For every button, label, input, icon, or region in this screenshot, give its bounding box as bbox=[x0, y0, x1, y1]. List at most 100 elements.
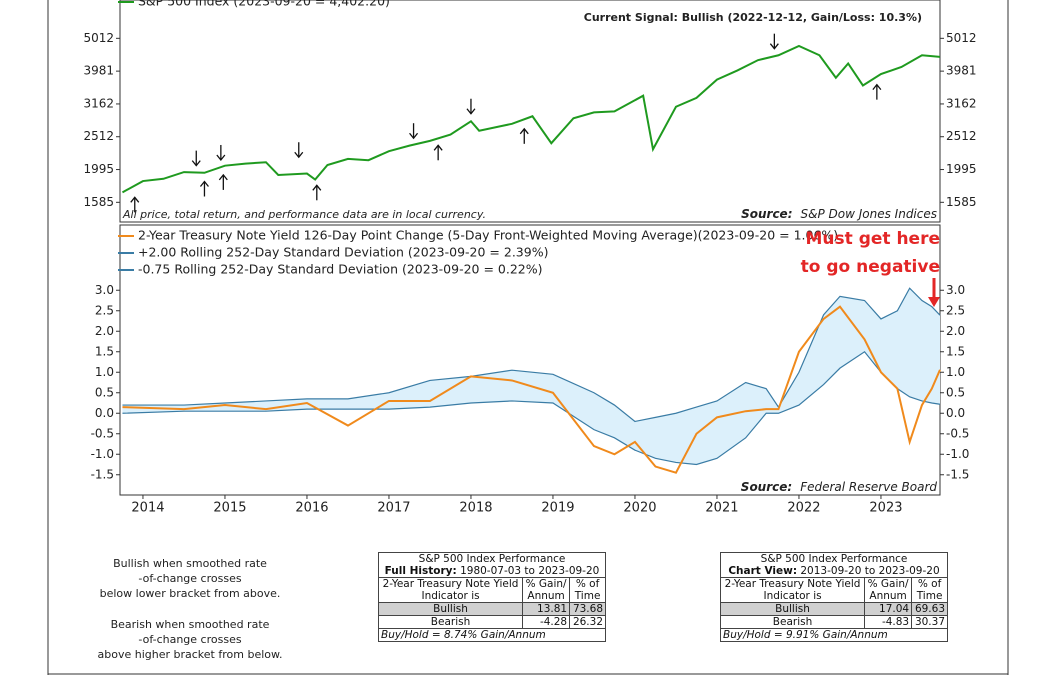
cell: Bullish bbox=[719, 602, 866, 616]
header-line: % Gain/ bbox=[867, 578, 909, 590]
table-footer: Buy/Hold = 8.74% Gain/Annum bbox=[378, 628, 606, 642]
y-tick-label: 3162 bbox=[946, 96, 977, 110]
header-line: Time bbox=[574, 590, 601, 602]
cell: 69.63 bbox=[911, 602, 948, 616]
note-line: Bearish when smoothed rate bbox=[110, 618, 270, 631]
bearish-arrow-head bbox=[216, 154, 226, 162]
header-line: % of bbox=[917, 578, 942, 590]
header-line: Annum bbox=[869, 590, 907, 602]
y-tick-label: 0.0 bbox=[95, 406, 114, 420]
y-tick-label: 2.5 bbox=[95, 303, 114, 317]
y-tick-label: 0.5 bbox=[946, 385, 965, 399]
chart: 1585 1585 1995 1995 2512 2512 3162 3162 3981 3981… bbox=[47, 0, 1009, 540]
bullish-arrow-head bbox=[312, 184, 322, 191]
bullish-arrow-head bbox=[218, 173, 228, 181]
y-tick-label: 5012 bbox=[83, 31, 114, 45]
header-row: 2-Year Treasury Note Yield Indicator is % … bbox=[377, 577, 606, 603]
y-tick-label: 1.5 bbox=[946, 344, 965, 358]
header-line: Indicator is bbox=[421, 590, 480, 602]
annotation: Current Signal: Bullish (2022-12-12, Gai… bbox=[584, 11, 922, 24]
cell: Bearish bbox=[377, 615, 524, 629]
bearish-arrow bbox=[216, 144, 226, 162]
legend-label: +2.00 Rolling 252-Day Standard Deviation… bbox=[138, 245, 548, 260]
header-line: Time bbox=[916, 590, 943, 602]
header-line: % of bbox=[575, 578, 600, 590]
bullish-arrow-head bbox=[519, 127, 529, 135]
bullish-arrow-head bbox=[199, 180, 209, 187]
bearish-arrow bbox=[191, 150, 201, 167]
x-tick-label: 2022 bbox=[787, 501, 820, 516]
table-title: S&P 500 Index Performance Full History: 1… bbox=[378, 552, 606, 578]
source-label: Source: bbox=[741, 207, 792, 221]
y-tick-label: 5012 bbox=[946, 31, 977, 45]
y-tick-label: 2512 bbox=[946, 129, 977, 143]
bearish-arrow bbox=[294, 142, 304, 159]
cell: Bullish bbox=[377, 602, 524, 616]
y-tick-label: 3162 bbox=[83, 96, 114, 110]
title-row: S&P 500 Index Performance Chart View: 201… bbox=[720, 552, 948, 578]
performance-table: S&P 500 Index Performance Chart View: 201… bbox=[719, 552, 948, 642]
y-tick-label: 1585 bbox=[83, 195, 114, 209]
y-tick-label: 1.5 bbox=[95, 344, 114, 358]
source: Source: Federal Reserve Board bbox=[741, 480, 938, 494]
legend-label: S&P 500 Index (2023-09-20 = 4,402.20) bbox=[138, 0, 390, 9]
band-area bbox=[122, 288, 940, 465]
cell: 17.04 bbox=[864, 602, 913, 616]
y-tick-label: 3.0 bbox=[946, 283, 965, 297]
bearish-arrow-head bbox=[191, 160, 201, 167]
cell: 26.32 bbox=[569, 615, 606, 629]
footnote: All price, total return, and performance… bbox=[122, 208, 486, 221]
note-line: above higher bracket from below. bbox=[97, 648, 283, 661]
bullish-arrow bbox=[519, 127, 529, 144]
source-text: Federal Reserve Board bbox=[800, 480, 937, 494]
header-cell: % Gain/Annum bbox=[864, 577, 913, 603]
y-tick-label: -0.5 bbox=[91, 426, 114, 440]
y-tick-label: 3981 bbox=[946, 64, 977, 78]
bullish-arrow bbox=[130, 196, 140, 213]
bullish-arrow bbox=[199, 180, 209, 197]
x-tick-label: 2018 bbox=[459, 501, 492, 516]
y-tick-label: 3981 bbox=[83, 64, 114, 78]
y-tick-label: 1995 bbox=[946, 162, 977, 176]
header-cell: % of Time bbox=[911, 577, 948, 603]
y-tick-label: -1.5 bbox=[91, 467, 114, 481]
bullish-arrow bbox=[312, 184, 322, 201]
bearish-arrow bbox=[409, 123, 419, 140]
row: Bearish -4.83 30.37 bbox=[719, 615, 948, 629]
y-tick-label: 3.0 bbox=[95, 283, 114, 297]
x-tick-label: 2019 bbox=[541, 501, 574, 516]
bullish-arrow bbox=[218, 173, 228, 190]
cell: -4.83 bbox=[864, 615, 913, 629]
title: S&P 500 Index Performance bbox=[760, 553, 908, 565]
y-tick-label: -1.0 bbox=[91, 447, 114, 461]
row: Bearish -4.28 26.32 bbox=[377, 615, 606, 629]
y-tick-label: 2512 bbox=[83, 129, 114, 143]
cell: 73.68 bbox=[569, 602, 606, 616]
header-line: Indicator is bbox=[763, 590, 822, 602]
bearish-arrow-head bbox=[294, 151, 304, 159]
header-cell: 2-Year Treasury Note Yield Indicator is bbox=[719, 577, 866, 603]
note-line: -of-change crosses bbox=[138, 633, 242, 646]
x-tick-label: 2016 bbox=[295, 501, 328, 516]
y-tick-label: 0.0 bbox=[946, 406, 965, 420]
y-tick-label: -1.0 bbox=[946, 447, 969, 461]
series-line bbox=[122, 287, 941, 423]
legend-label: 2-Year Treasury Note Yield 126-Day Point… bbox=[138, 228, 838, 243]
bullish-arrow-head bbox=[433, 144, 443, 151]
bearish-arrow-head bbox=[409, 132, 419, 140]
bullish-arrow bbox=[872, 83, 882, 100]
cell: 13.81 bbox=[522, 602, 571, 616]
subtitle-text: 2013-09-20 to 2023-09-20 bbox=[800, 565, 940, 577]
x-tick-label: 2014 bbox=[131, 501, 164, 516]
x-tick-label: 2015 bbox=[213, 501, 246, 516]
table: S&P 500 Index Performance Chart View: 201… bbox=[719, 552, 948, 642]
y-tick-label: 1.0 bbox=[946, 365, 965, 379]
table: S&P 500 Index Performance Full History: 1… bbox=[377, 552, 606, 642]
cell: Bearish bbox=[719, 615, 866, 629]
cell: 30.37 bbox=[911, 615, 948, 629]
series-line bbox=[122, 305, 941, 474]
header-cell: 2-Year Treasury Note Yield Indicator is bbox=[377, 577, 524, 603]
source: Source: S&P Dow Jones Indices bbox=[741, 207, 937, 221]
bearish-arrow-head bbox=[466, 108, 476, 115]
